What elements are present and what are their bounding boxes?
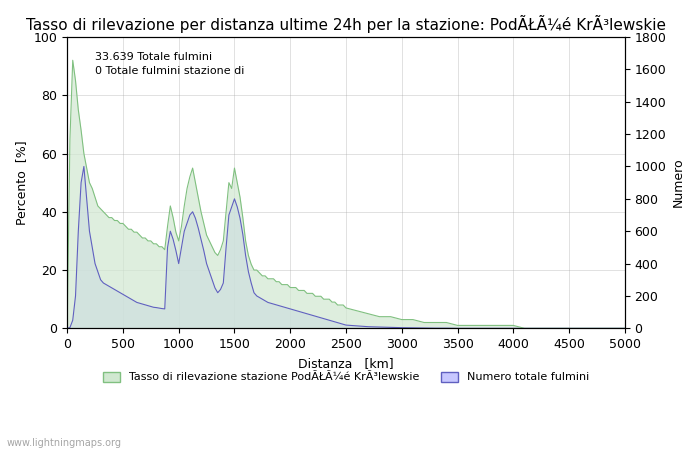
Y-axis label: Numero: Numero — [672, 158, 685, 207]
Text: 0 Totale fulmini stazione di: 0 Totale fulmini stazione di — [95, 66, 244, 76]
Legend: Tasso di rilevazione stazione PodÃŁÃ¼é KrÃ³lewskie, Numero totale fulmini: Tasso di rilevazione stazione PodÃŁÃ¼é K… — [99, 367, 594, 387]
Text: www.lightningmaps.org: www.lightningmaps.org — [7, 437, 122, 447]
Title: Tasso di rilevazione per distanza ultime 24h per la stazione: PodÃŁÃ¼é KrÃ³lewsk: Tasso di rilevazione per distanza ultime… — [26, 15, 666, 33]
Text: 33.639 Totale fulmini: 33.639 Totale fulmini — [95, 52, 212, 62]
X-axis label: Distanza   [km]: Distanza [km] — [298, 356, 394, 369]
Y-axis label: Percento  [%]: Percento [%] — [15, 140, 28, 225]
